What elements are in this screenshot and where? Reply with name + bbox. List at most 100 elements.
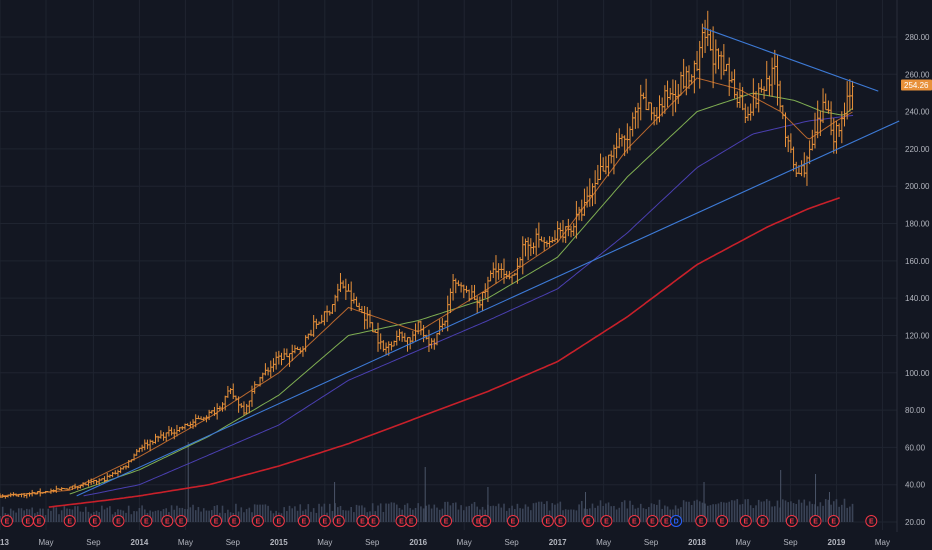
earnings-marker[interactable]	[695, 515, 708, 527]
volume-bar	[17, 508, 20, 522]
volume-bar	[800, 502, 803, 522]
earnings-marker[interactable]	[554, 515, 567, 527]
earnings-marker[interactable]	[210, 515, 223, 527]
volume-bar	[345, 510, 347, 522]
trendline[interactable]	[702, 27, 879, 92]
volume-bar	[23, 510, 25, 522]
earnings-marker[interactable]	[827, 515, 840, 527]
volume-bar	[385, 503, 387, 522]
earnings-marker[interactable]	[112, 515, 125, 527]
earnings-marker[interactable]	[318, 515, 331, 527]
last-price-text: 254.26	[904, 81, 929, 90]
earnings-marker[interactable]	[865, 515, 878, 527]
earnings-marker[interactable]	[88, 515, 101, 527]
volume-spike	[424, 467, 426, 522]
volume-bar	[532, 503, 535, 522]
volume-bar	[342, 510, 344, 522]
volume-bar	[535, 502, 537, 522]
volume-bar	[572, 509, 575, 522]
volume-bar	[291, 508, 294, 522]
earnings-marker[interactable]	[63, 515, 76, 527]
earnings-marker[interactable]	[785, 515, 798, 527]
earnings-marker[interactable]	[440, 515, 453, 527]
volume-bar	[149, 510, 151, 522]
earnings-marker[interactable]	[405, 515, 418, 527]
earnings-marker[interactable]	[0, 515, 13, 527]
volume-bar	[307, 504, 310, 522]
volume-bar	[696, 499, 698, 522]
earnings-marker[interactable]	[716, 515, 729, 527]
x-tick-label: May	[596, 538, 611, 547]
moving-average-20	[0, 77, 853, 497]
volume-bar	[409, 508, 411, 522]
earnings-marker[interactable]	[646, 515, 659, 527]
volume-bar	[133, 511, 135, 522]
earnings-marker[interactable]	[739, 515, 752, 527]
volume-bar	[259, 504, 261, 522]
volume-bar	[269, 510, 272, 522]
volume-bar	[446, 501, 449, 522]
earnings-marker[interactable]	[600, 515, 613, 527]
volume-bar	[656, 504, 658, 522]
volume-bar	[294, 506, 296, 522]
volume-bar	[765, 499, 768, 522]
earnings-marker[interactable]	[479, 515, 492, 527]
volume-bar	[712, 504, 714, 522]
event-marker-label: E	[256, 519, 261, 526]
volume-bar	[420, 506, 422, 522]
volume-bar	[430, 508, 433, 522]
volume-bar	[176, 505, 178, 522]
volume-spike	[187, 442, 189, 522]
volume-bar	[152, 511, 154, 522]
volume-bar	[55, 507, 58, 522]
volume-bar	[339, 505, 342, 522]
volume-bar	[642, 508, 645, 522]
dividend-marker[interactable]	[670, 515, 683, 527]
volume-bar	[371, 503, 374, 522]
earnings-marker[interactable]	[541, 515, 554, 527]
earnings-marker[interactable]	[140, 515, 153, 527]
earnings-marker[interactable]	[332, 515, 345, 527]
volume-bar	[739, 504, 741, 522]
price-axis[interactable]: 20.00 40.00 60.00 80.00 100.00 120.00 140.00 16…	[905, 33, 930, 527]
earnings-marker[interactable]	[251, 515, 264, 527]
volume-bar	[379, 503, 382, 522]
volume-bar	[366, 512, 369, 522]
volume-bar	[336, 507, 339, 522]
x-tick-label: May	[317, 538, 332, 547]
earnings-marker[interactable]	[507, 515, 520, 527]
volume-bar	[194, 510, 197, 522]
earnings-marker[interactable]	[272, 515, 285, 527]
volume-bar	[237, 511, 240, 522]
earnings-marker[interactable]	[367, 515, 380, 527]
trendline[interactable]	[76, 120, 900, 497]
volume-bar	[422, 508, 425, 522]
x-tick-label: 2016	[409, 538, 427, 547]
earnings-marker[interactable]	[809, 515, 822, 527]
earnings-marker[interactable]	[161, 515, 174, 527]
earnings-marker[interactable]	[582, 515, 595, 527]
volume-bar	[792, 503, 795, 522]
earnings-marker[interactable]	[33, 515, 46, 527]
volume-bar	[382, 511, 385, 522]
earnings-marker[interactable]	[628, 515, 641, 527]
earnings-marker[interactable]	[228, 515, 241, 527]
earnings-marker[interactable]	[756, 515, 769, 527]
time-axis[interactable]: 2013 May Sep 2014 May Sep 2015 May Sep 2016 May Sep…	[0, 538, 890, 547]
volume-spike	[815, 474, 817, 522]
volume-bar	[602, 506, 605, 522]
volume-bar	[578, 504, 580, 522]
volume-bar	[803, 499, 806, 522]
volume-bar	[428, 504, 430, 522]
earnings-marker[interactable]	[175, 515, 188, 527]
y-tick-label: 140.00	[905, 294, 930, 303]
trendlines[interactable]	[76, 27, 900, 497]
volume-bar	[763, 501, 765, 522]
event-marker-label: E	[511, 519, 516, 526]
earnings-marker[interactable]	[297, 515, 310, 527]
volume-bar	[235, 503, 237, 522]
volume-bar	[599, 500, 602, 522]
event-marker-label: E	[483, 519, 488, 526]
